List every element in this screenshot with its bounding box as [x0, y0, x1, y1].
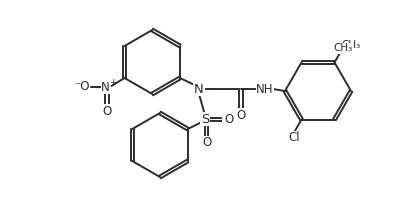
Text: ⁻O: ⁻O: [74, 80, 89, 92]
Text: O: O: [202, 137, 212, 150]
Text: O: O: [224, 112, 233, 125]
Text: CH₃: CH₃: [334, 43, 353, 53]
Text: N: N: [101, 81, 110, 94]
Text: N: N: [194, 82, 204, 96]
Text: O: O: [236, 109, 246, 122]
Text: O: O: [103, 104, 112, 117]
Text: NH: NH: [256, 82, 274, 96]
Text: CH₃: CH₃: [342, 40, 361, 50]
Text: +: +: [109, 77, 117, 87]
Text: S: S: [201, 112, 209, 125]
Text: Cl: Cl: [289, 131, 300, 144]
